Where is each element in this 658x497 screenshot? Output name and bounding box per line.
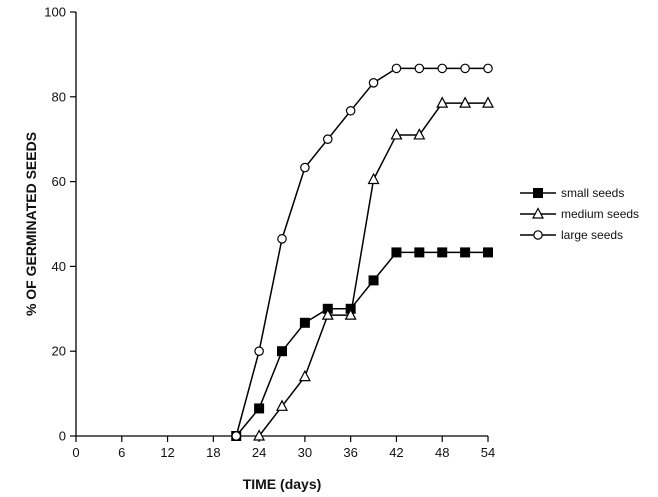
y-tick-label: 20 (52, 344, 66, 359)
data-point-medium-seeds (276, 399, 288, 411)
x-tick-label: 12 (160, 445, 174, 460)
legend-item-medium-seeds: medium seeds (520, 207, 639, 221)
data-point-small-seeds (391, 247, 402, 258)
data-point-medium-seeds (253, 429, 266, 441)
legend-label: large seeds (561, 228, 623, 242)
axes: 0 20 40 60 80 100 0 6 12 18 24 30 36 42 48 54 (44, 5, 495, 461)
x-axis-title: TIME (days) (243, 476, 322, 492)
legend: small seeds medium seeds large seeds (520, 186, 639, 242)
data-point-large-seeds (437, 63, 448, 74)
legend-item-large-seeds: large seeds (520, 228, 623, 242)
data-point-small-seeds (437, 247, 448, 258)
data-point-large-seeds (300, 162, 310, 173)
data-point-large-seeds (391, 63, 402, 74)
y-axis-title: % OF GERMINATED SEEDS (23, 132, 39, 316)
data-point-medium-seeds (390, 128, 403, 140)
x-tick-label: 42 (389, 445, 403, 460)
legend-label: small seeds (561, 186, 624, 200)
x-tick-label: 30 (298, 445, 312, 460)
series-small-seeds (231, 247, 493, 441)
chart-marks (231, 63, 494, 441)
series-large-seeds (231, 63, 493, 441)
y-tick-label: 0 (59, 429, 66, 444)
data-point-medium-seeds (321, 308, 334, 320)
y-tick-label: 60 (52, 174, 66, 189)
x-tick-label: 36 (343, 445, 357, 460)
data-point-small-seeds (277, 346, 287, 357)
data-point-medium-seeds (344, 308, 357, 320)
x-tick-label: 6 (118, 445, 125, 460)
y-tick-label: 100 (44, 5, 66, 20)
data-point-large-seeds (414, 63, 425, 74)
x-tick-label: 24 (252, 445, 266, 460)
x-tick-label: 18 (206, 445, 220, 460)
data-point-small-seeds (483, 247, 493, 258)
legend-marker (532, 207, 544, 219)
data-point-small-seeds (254, 403, 265, 414)
data-point-large-seeds (277, 234, 287, 244)
data-point-medium-seeds (436, 96, 449, 108)
data-point-medium-seeds (298, 369, 311, 382)
data-point-large-seeds (254, 346, 264, 356)
data-point-medium-seeds (482, 96, 494, 108)
data-point-large-seeds (368, 78, 379, 88)
x-tick-label: 0 (72, 445, 79, 460)
data-point-small-seeds (460, 247, 471, 258)
data-point-large-seeds (460, 63, 470, 74)
data-point-large-seeds (483, 63, 493, 74)
data-point-small-seeds (414, 247, 425, 258)
legend-item-small-seeds: small seeds (520, 186, 624, 200)
data-point-small-seeds (299, 317, 310, 328)
data-point-large-seeds (231, 431, 242, 441)
series-medium-seeds (253, 96, 494, 441)
data-point-small-seeds (368, 275, 379, 286)
legend-marker (533, 230, 543, 240)
x-tick-label: 54 (481, 445, 495, 460)
data-point-medium-seeds (459, 96, 472, 108)
data-point-medium-seeds (413, 128, 426, 140)
data-point-large-seeds (345, 105, 356, 116)
y-tick-label: 40 (52, 259, 66, 274)
x-tick-label: 48 (435, 445, 449, 460)
data-point-large-seeds (322, 134, 333, 144)
y-tick-label: 80 (52, 89, 66, 104)
legend-marker (533, 188, 543, 198)
legend-label: medium seeds (561, 207, 639, 221)
data-point-medium-seeds (367, 172, 380, 185)
series-line-medium-seeds (258, 102, 488, 437)
